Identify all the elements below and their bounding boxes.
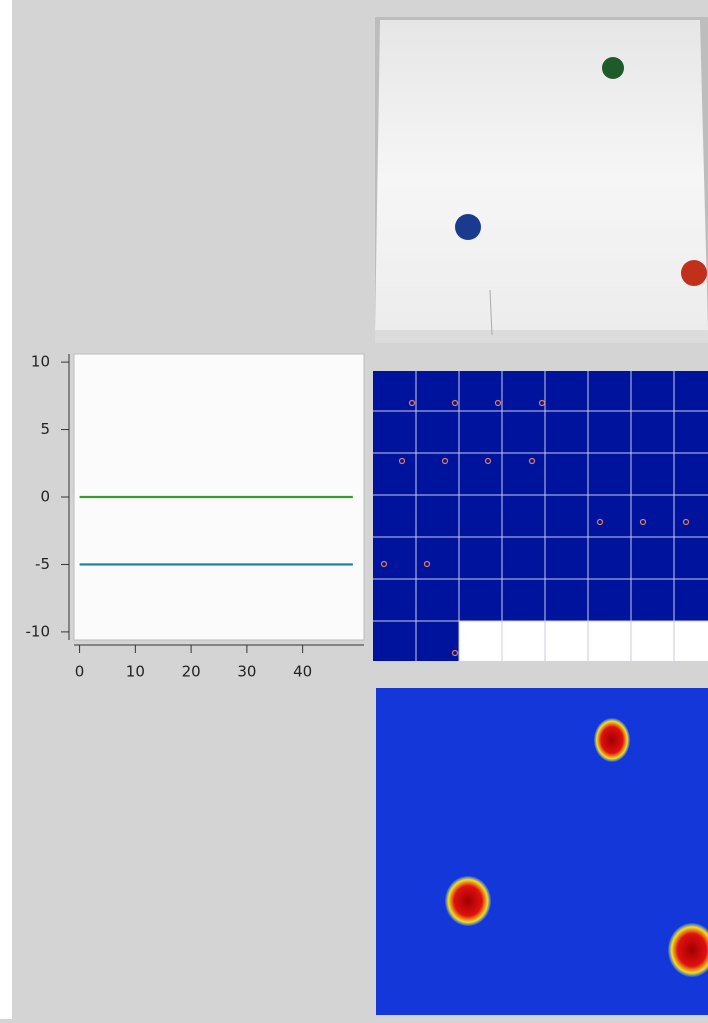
detection-dot xyxy=(494,399,502,407)
detection-dot xyxy=(528,457,536,465)
y-tick-label: -10 xyxy=(26,622,51,640)
camera-view xyxy=(375,17,708,343)
detection-dot xyxy=(408,399,416,407)
x-tick-label: 30 xyxy=(237,663,256,681)
detection-dot xyxy=(423,560,431,568)
detection-dot xyxy=(380,560,388,568)
detection-dot xyxy=(639,518,647,526)
x-tick-label: 40 xyxy=(293,663,312,681)
detection-dot xyxy=(596,518,604,526)
detection-dot xyxy=(451,649,459,657)
y-tick-label: -5 xyxy=(35,555,50,573)
detection-dot xyxy=(538,399,546,407)
left-edge xyxy=(0,0,12,1019)
detection-grid xyxy=(373,371,708,661)
y-tick-label: 0 xyxy=(40,488,50,506)
detection-dot xyxy=(441,457,449,465)
detection-dot xyxy=(682,518,690,526)
x-tick-label: 10 xyxy=(126,663,145,681)
detection-dot xyxy=(398,457,406,465)
detection-dot xyxy=(484,457,492,465)
x-tick-label: 20 xyxy=(182,663,201,681)
heatmap-view xyxy=(376,688,708,1015)
detection-dot xyxy=(451,399,459,407)
y-tick-label: 10 xyxy=(31,353,50,371)
y-tick-label: 5 xyxy=(40,420,50,438)
x-tick-label: 0 xyxy=(75,663,85,681)
